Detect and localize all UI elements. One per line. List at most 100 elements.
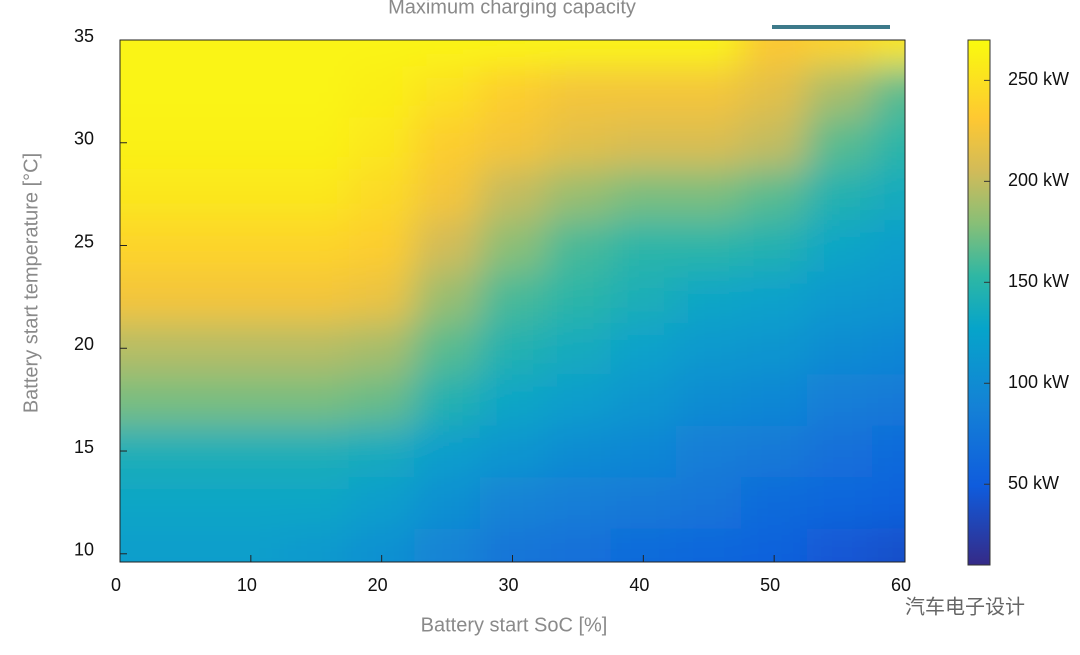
heat-cell (218, 219, 285, 272)
colorbar (967, 39, 991, 566)
heat-cell (283, 168, 350, 221)
heat-cell (872, 425, 905, 478)
heat-cell (479, 425, 546, 478)
heat-cell (806, 40, 873, 67)
heat-cell (283, 65, 350, 118)
heat-cell (218, 373, 285, 426)
heat-cell (414, 528, 481, 562)
heat-cell (479, 65, 546, 118)
heat-cell (610, 271, 677, 324)
heat-cell (479, 117, 546, 169)
heat-cell (676, 476, 742, 529)
heat-cell (545, 322, 612, 375)
heat-cell (545, 40, 612, 67)
heat-cell (152, 117, 219, 169)
heat-cell (283, 271, 350, 324)
heat-cell (348, 425, 415, 478)
heat-cell (348, 168, 415, 221)
heat-cell (120, 373, 154, 426)
heat-cell (283, 219, 350, 272)
chart-title: Maximum charging capacity (388, 0, 636, 18)
heat-cell (152, 373, 219, 426)
colorbar-tick-label: 100 kW (1008, 372, 1069, 392)
heat-cell (676, 271, 742, 324)
heat-cell (806, 322, 873, 375)
heat-cell (152, 322, 219, 375)
heat-cell (676, 425, 742, 478)
heat-cell (152, 219, 219, 272)
heat-cell (741, 168, 808, 221)
x-tick-label: 0 (111, 575, 121, 595)
heat-cell (283, 425, 350, 478)
heat-cell (806, 271, 873, 324)
heat-cell (120, 65, 154, 118)
heat-cell (218, 40, 285, 67)
heat-cell (414, 476, 481, 529)
y-tick-label: 35 (74, 26, 94, 46)
heat-cell (806, 425, 873, 478)
heat-cell (120, 271, 154, 324)
heat-cell (283, 373, 350, 426)
heat-cell (152, 528, 219, 562)
heat-cell (348, 322, 415, 375)
heat-cell (152, 425, 219, 478)
heat-cell (676, 65, 742, 118)
heat-cell (806, 373, 873, 426)
heat-cell (152, 40, 219, 67)
heat-cell (741, 65, 808, 118)
x-tick-label: 30 (498, 575, 518, 595)
x-tick-label: 20 (368, 575, 388, 595)
heat-cell (348, 65, 415, 118)
x-tick-label: 10 (237, 575, 257, 595)
heat-cell (610, 40, 677, 67)
heat-cell (806, 168, 873, 221)
heat-cell (741, 271, 808, 324)
heat-cell (872, 476, 905, 529)
heat-cell (806, 117, 873, 169)
heat-cell (806, 65, 873, 118)
heat-cell (120, 476, 154, 529)
heat-cell (610, 476, 677, 529)
colorbar-tick-label: 250 kW (1008, 69, 1069, 89)
heat-cell (120, 117, 154, 169)
heat-cell (479, 373, 546, 426)
heat-cell (676, 117, 742, 169)
heat-cell (545, 425, 612, 478)
x-tick-label: 40 (629, 575, 649, 595)
heat-cell (283, 40, 350, 67)
heat-cell (218, 476, 285, 529)
heat-cell (348, 271, 415, 324)
heat-cell (414, 373, 481, 426)
heat-cell (872, 322, 905, 375)
heat-cell (545, 65, 612, 118)
heat-cell (741, 373, 808, 426)
y-tick-label: 30 (74, 129, 94, 149)
heat-cell (152, 476, 219, 529)
heat-cell (120, 528, 154, 562)
heat-cell (479, 271, 546, 324)
heat-cell (741, 117, 808, 169)
heat-cell (414, 425, 481, 478)
heat-cell (610, 425, 677, 478)
heat-cell (545, 271, 612, 324)
heat-cell (120, 219, 154, 272)
heat-cell (676, 219, 742, 272)
heat-cell (741, 322, 808, 375)
x-tick-label: 60 (891, 575, 911, 595)
heat-cell (218, 425, 285, 478)
heat-cell (479, 476, 546, 529)
heat-cell (414, 271, 481, 324)
heat-cell (610, 373, 677, 426)
heat-cell (872, 168, 905, 221)
heat-cell (283, 528, 350, 562)
heat-cell (120, 168, 154, 221)
heat-cell (741, 40, 808, 67)
heat-cell (872, 219, 905, 272)
heat-cell (872, 528, 905, 562)
heat-cell (218, 322, 285, 375)
colorbar-tick-label: 50 kW (1008, 473, 1059, 493)
colorbar-tick-label: 150 kW (1008, 271, 1069, 291)
heat-cell (152, 65, 219, 118)
